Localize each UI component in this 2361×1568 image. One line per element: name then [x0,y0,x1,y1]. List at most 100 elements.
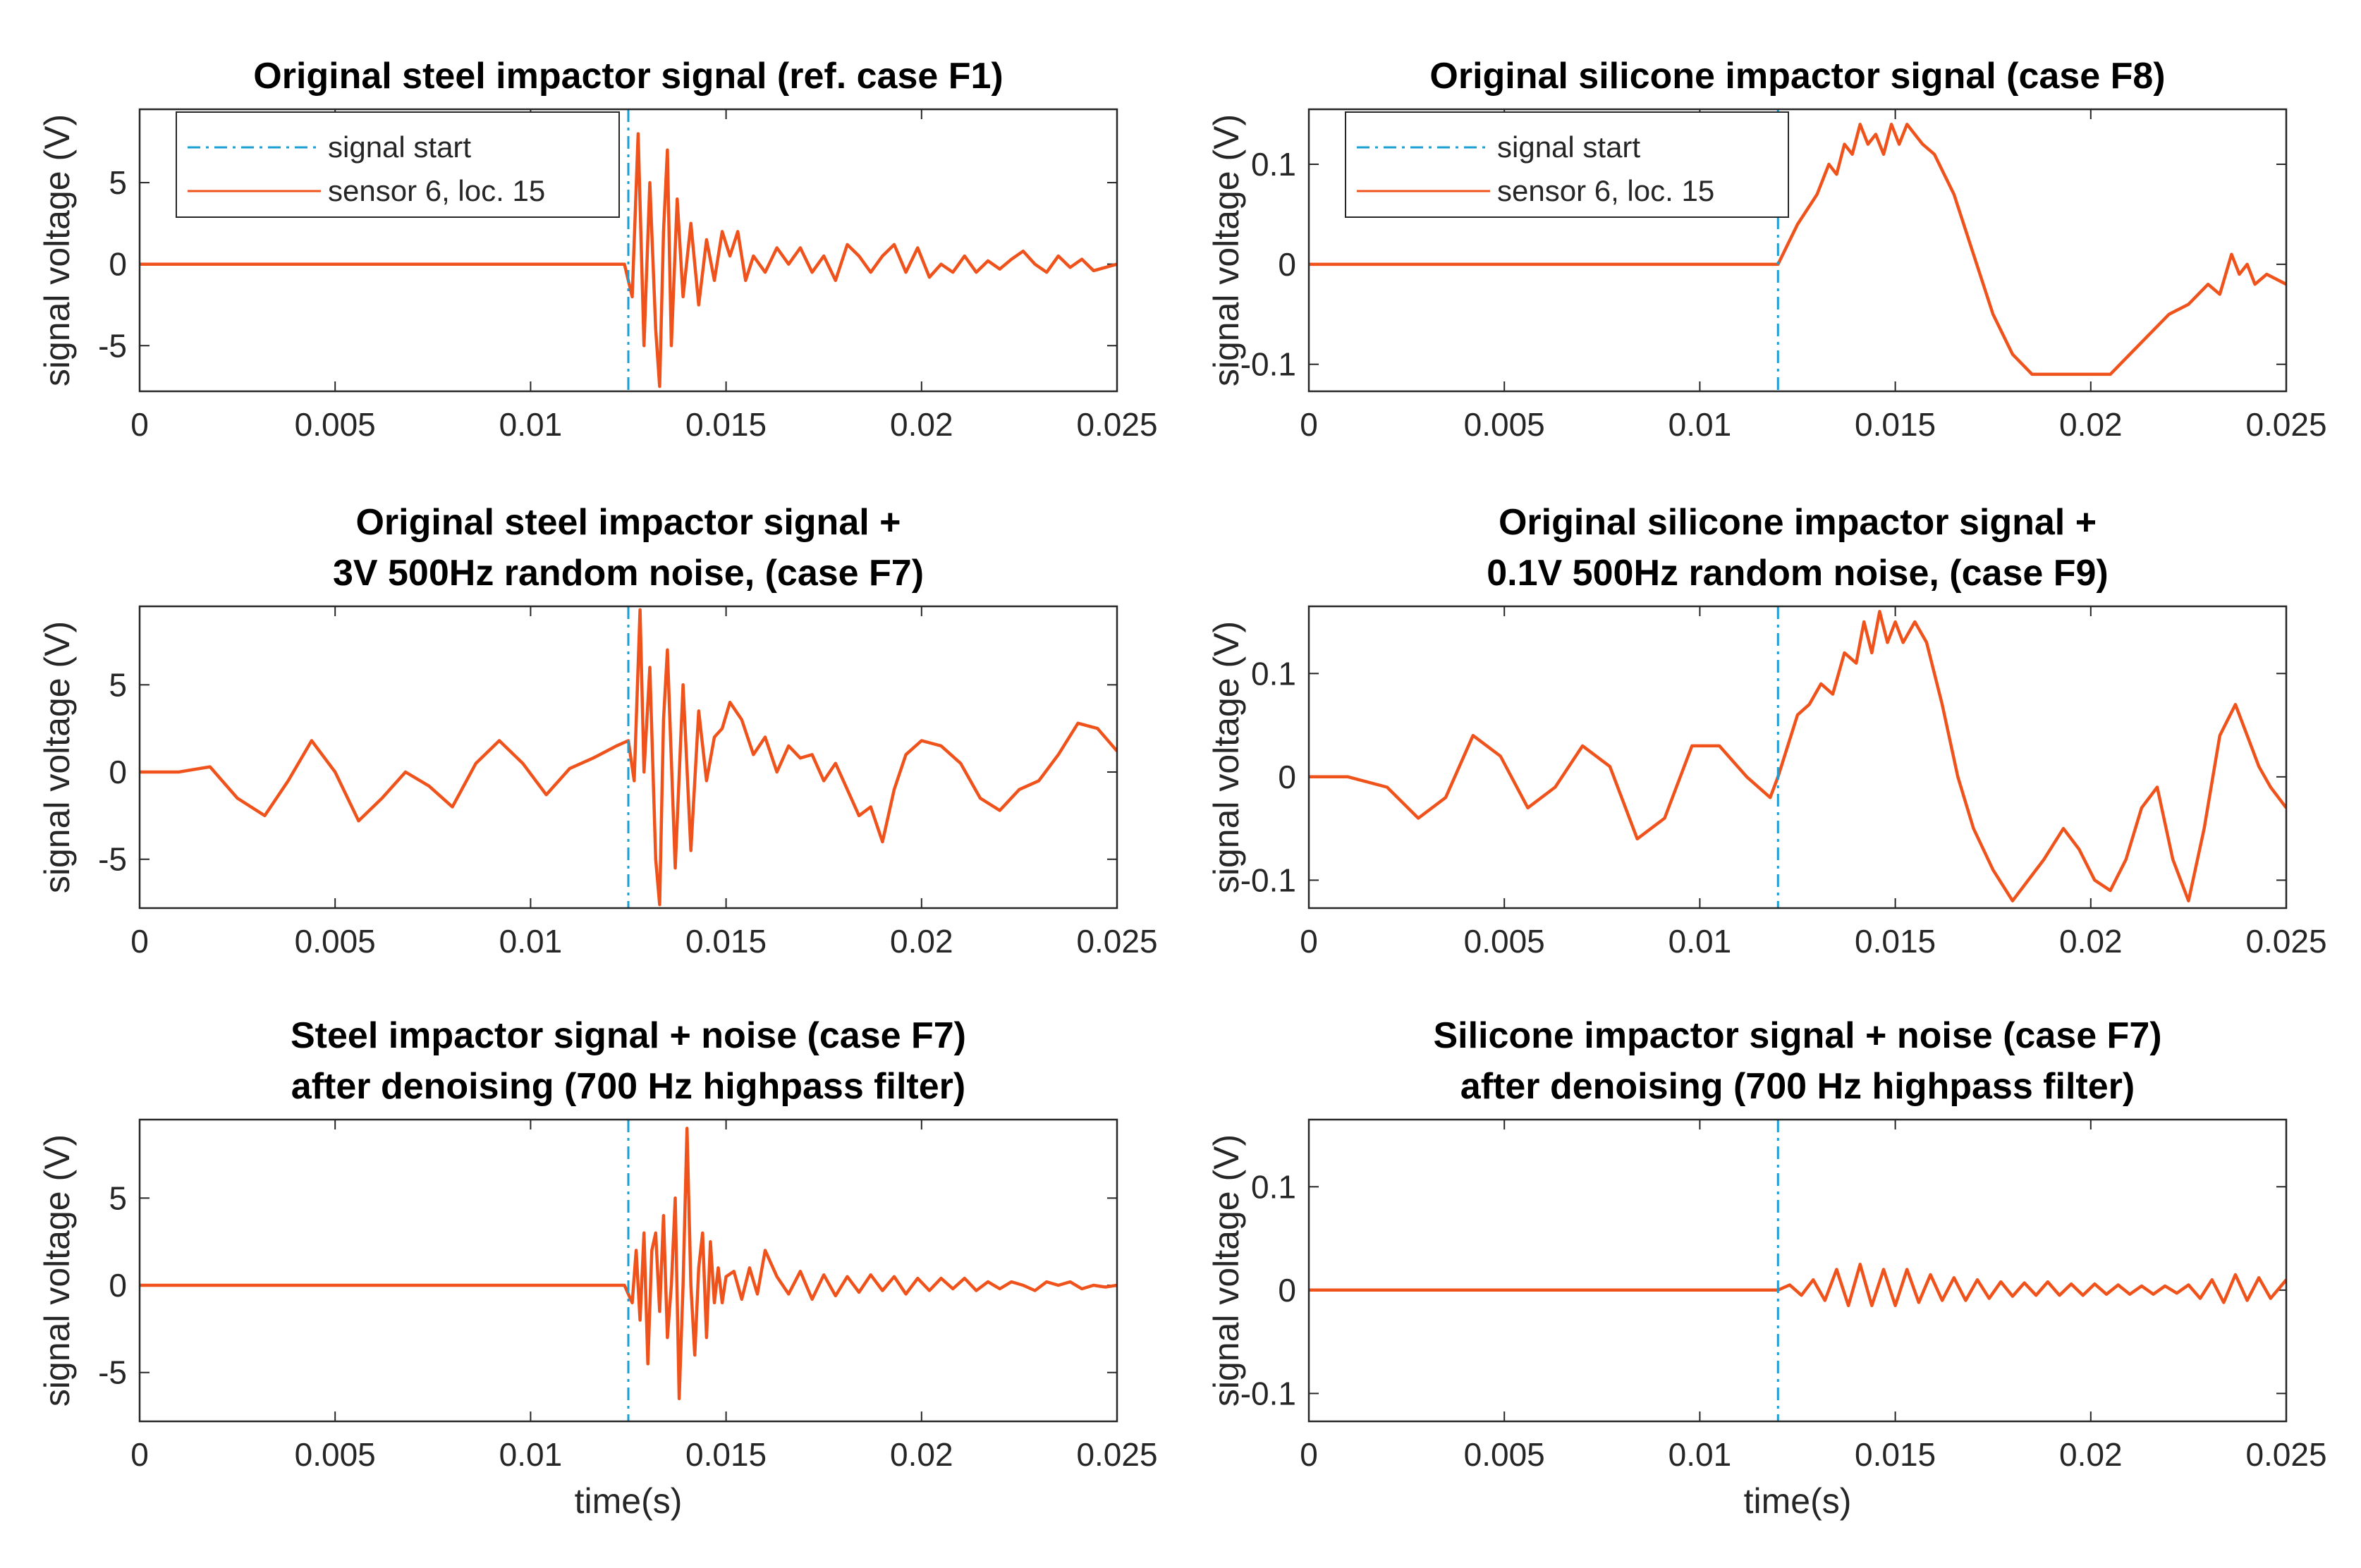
x-tick-label: 0 [1300,1436,1318,1473]
plot-area [1309,606,2286,908]
x-tick-label: 0 [1300,923,1318,960]
x-tick-label: 0 [130,1436,149,1473]
chart-title: 0.1V 500Hz random noise, (case F9) [1487,553,2108,594]
x-tick-label: 0.005 [1464,1436,1545,1473]
y-tick-label: 0 [109,246,127,283]
chart-title: Original steel impactor signal + [355,502,901,543]
y-axis-label: signal voltage (V) [1207,621,1246,893]
x-tick-label: 0.015 [1855,923,1936,960]
x-tick-label: 0.025 [1076,406,1157,443]
x-tick-label: 0.005 [295,923,376,960]
subplot-3: Original steel impactor signal + 3V 500Hz… [37,502,1158,960]
y-tick-label: 0.1 [1251,146,1296,183]
axes-frame [1307,605,2288,909]
y-tick-label: 5 [109,1180,127,1216]
y-axis-label: signal voltage (V) [1207,114,1246,386]
series-line-sensor-6 [140,608,1117,907]
y-tick-label: 0 [1278,759,1296,795]
x-tick-label: 0.005 [295,406,376,443]
y-axis-label: signal voltage (V) [1207,1134,1246,1407]
y-axis-label: signal voltage (V) [37,621,77,893]
x-tick-label: 0.025 [1076,1436,1157,1473]
x-tick-label: 0.01 [499,1436,563,1473]
axes-frame [138,1118,1118,1423]
axes-frame [138,108,1118,393]
y-tick-label: -5 [98,327,127,364]
x-tick-label: 0.005 [1464,923,1545,960]
y-axis-label: signal voltage (V) [37,114,77,386]
x-tick-label: 0.005 [1464,406,1545,443]
series-line-sensor-6 [140,132,1117,388]
y-tick-label: -5 [98,1354,127,1391]
x-tick-label: 0.005 [295,1436,376,1473]
legend-sensor-label: sensor 6, loc. 15 [328,174,545,207]
y-tick-label: -0.1 [1240,862,1296,898]
x-tick-label: 0.015 [685,923,767,960]
legend-box [176,111,620,218]
x-tick-label: 0.01 [499,923,563,960]
x-tick-label: 0.01 [499,406,563,443]
x-tick-label: 0.015 [685,1436,767,1473]
subplot-5: Steel impactor signal + noise (case F7) a… [37,1015,1158,1521]
chart-title: Original steel impactor signal (ref. cas… [253,56,1003,97]
legend-box [1345,111,1789,218]
y-tick-label: -0.1 [1240,346,1296,383]
legend: signal start sensor 6, loc. 15 [176,111,620,218]
x-tick-label: 0 [1300,406,1318,443]
x-tick-label: 0.025 [2245,406,2326,443]
y-tick-label: 0.1 [1251,1168,1296,1205]
y-tick-label: -5 [98,841,127,878]
y-tick-label: 5 [109,164,127,201]
x-tick-label: 0.01 [1668,1436,1732,1473]
series-line-sensor-6 [1309,610,2286,902]
x-tick-label: 0 [130,923,149,960]
y-tick-label: 5 [109,666,127,703]
series-line-sensor-6 [1309,1262,2286,1308]
y-tick-label: 0 [109,754,127,790]
x-tick-label: 0.02 [890,923,953,960]
x-tick-label: 0.025 [2245,1436,2326,1473]
series-line-sensor-6 [1309,123,2286,376]
axes-frame [138,605,1118,909]
x-tick-label: 0.02 [890,406,953,443]
y-tick-label: 0 [1278,246,1296,283]
axes-frame [1307,1118,2288,1423]
x-tick-label: 0.015 [1855,406,1936,443]
x-tick-label: 0.015 [685,406,767,443]
x-tick-label: 0.025 [2245,923,2326,960]
chart-title: Silicone impactor signal + noise (case F… [1433,1015,2161,1056]
subplot-2: Original silicone impactor signal (case … [1207,56,2327,443]
x-tick-label: 0.015 [1855,1436,1936,1473]
series-line-sensor-6 [140,1127,1117,1401]
subplot-1: Original steel impactor signal (ref. cas… [37,56,1158,443]
x-tick-label: 0.02 [2059,1436,2123,1473]
chart-title: Steel impactor signal + noise (case F7) [291,1015,966,1056]
x-tick-label: 0.01 [1668,923,1732,960]
axes-frame [1307,108,2288,393]
x-axis-label: time(s) [575,1481,683,1521]
chart-title: Original silicone impactor signal (case … [1429,56,2165,97]
plot-area [1309,1120,2286,1421]
x-tick-label: 0.01 [1668,406,1732,443]
chart-title: after denoising (700 Hz highpass filter) [291,1066,965,1107]
subplot-4: Original silicone impactor signal + 0.1V … [1207,502,2327,960]
subplot-6: Silicone impactor signal + noise (case F… [1207,1015,2327,1521]
x-tick-label: 0.025 [1076,923,1157,960]
legend-signal-start-label: signal start [1497,130,1640,164]
legend-signal-start-label: signal start [328,130,471,164]
x-tick-label: 0.02 [890,1436,953,1473]
x-tick-label: 0.02 [2059,923,2123,960]
x-axis-label: time(s) [1744,1481,1852,1521]
y-tick-label: 0 [109,1267,127,1304]
chart-title: after denoising (700 Hz highpass filter) [1460,1066,2135,1107]
chart-title: 3V 500Hz random noise, (case F7) [333,553,924,594]
x-tick-label: 0 [130,406,149,443]
chart-title: Original silicone impactor signal + [1499,502,2097,543]
legend: signal start sensor 6, loc. 15 [1345,111,1789,218]
y-tick-label: -0.1 [1240,1375,1296,1411]
y-tick-label: 0.1 [1251,655,1296,692]
y-tick-label: 0 [1278,1272,1296,1309]
legend-sensor-label: sensor 6, loc. 15 [1497,174,1714,207]
y-axis-label: signal voltage (V) [37,1134,77,1407]
